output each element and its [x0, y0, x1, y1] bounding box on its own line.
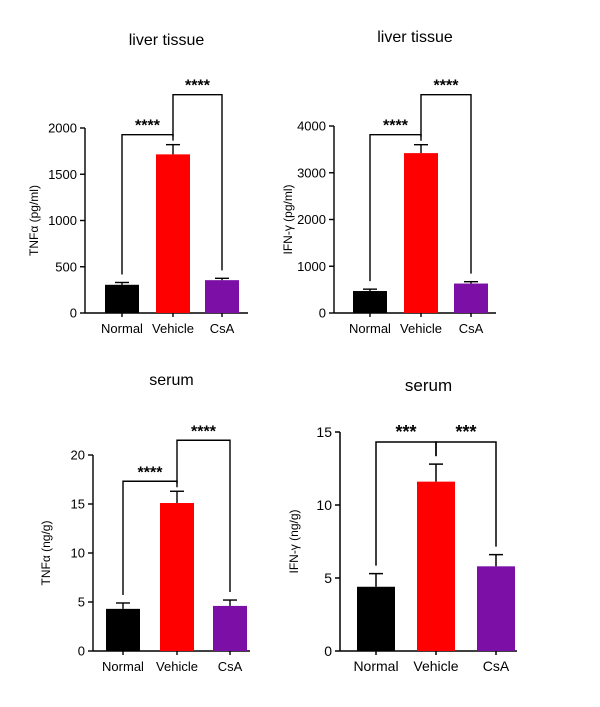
significance-bracket [420, 94, 472, 274]
bar-csa [454, 283, 488, 313]
y-axis-label: TNFα (pg/ml) [27, 185, 41, 256]
y-tick-label: 15 [71, 497, 85, 512]
significance-bracket [176, 439, 231, 593]
y-tick-label: 10 [316, 497, 332, 513]
chart-title: liver tissue [129, 32, 205, 49]
significance-label: **** [185, 78, 211, 95]
y-tick-label: 15 [316, 424, 332, 440]
significance-label: *** [455, 422, 476, 442]
significance-bracket [172, 93, 223, 271]
y-tick-label: 3000 [297, 165, 326, 180]
y-tick-label: 2000 [48, 121, 77, 136]
significance-bracket [369, 134, 422, 282]
y-tick-label: 1500 [48, 167, 77, 182]
bar-csa [205, 280, 239, 313]
y-tick-label: 500 [55, 259, 77, 274]
x-tick-label: CsA [210, 321, 235, 336]
chart-panel-4: serum IFN-γ (ng/g) 0 5 10 15 Normal Vehicle CsA *… [287, 376, 517, 674]
bar-csa [213, 605, 247, 651]
significance-label: *** [395, 422, 416, 442]
significance-label: **** [383, 118, 409, 135]
x-tick-label: Vehicle [413, 658, 458, 674]
y-axis-label: IFN-γ (ng/g) [287, 509, 301, 573]
significance-bracket [435, 441, 497, 547]
bar-vehicle [417, 481, 455, 651]
bar-vehicle [156, 154, 190, 313]
x-tick-label: Normal [101, 321, 143, 336]
significance-label: **** [434, 78, 460, 95]
y-axis-label: TNFα (ng/g) [39, 521, 53, 586]
bar-vehicle [404, 153, 438, 313]
y-tick-label: 0 [324, 643, 332, 659]
bar-csa [477, 566, 515, 651]
y-tick-label: 0 [319, 306, 326, 321]
x-tick-label: Normal [349, 321, 391, 336]
x-tick-label: Normal [102, 659, 144, 674]
chart-title: liver tissue [377, 29, 453, 46]
significance-bracket [121, 133, 174, 275]
x-tick-label: Vehicle [400, 321, 442, 336]
y-tick-label: 10 [71, 546, 85, 561]
y-tick-label: 0 [78, 644, 85, 659]
x-tick-label: Vehicle [156, 659, 198, 674]
bar-normal [105, 284, 139, 313]
x-tick-label: Vehicle [152, 321, 194, 336]
y-tick-label: 5 [324, 570, 332, 586]
chart-title: serum [149, 372, 193, 389]
chart-panel-1: liver tissue TNFα (pg/ml) 0 500 1000 1500 2000… [27, 32, 248, 336]
y-tick-label: 1000 [297, 259, 326, 274]
chart-panel-2: liver tissue IFN-γ (pg/ml) 0 1000 2000 3000 40… [281, 29, 496, 336]
bar-vehicle [160, 503, 194, 651]
y-tick-label: 2000 [297, 212, 326, 227]
bar-normal [106, 608, 140, 651]
significance-bracket [122, 480, 178, 595]
y-tick-label: 5 [78, 595, 85, 610]
y-tick-label: 4000 [297, 119, 326, 134]
x-tick-label: CsA [218, 659, 243, 674]
significance-label: **** [191, 423, 217, 440]
x-tick-label: CsA [459, 321, 484, 336]
y-axis-label: IFN-γ (pg/ml) [281, 185, 295, 255]
significance-label: **** [138, 464, 164, 481]
y-tick-label: 0 [70, 306, 77, 321]
chart-panel-3: serum TNFα (ng/g) 0 5 10 15 20 Normal Vehicle CsA… [39, 372, 250, 674]
bar-normal [357, 586, 395, 651]
bar-normal [353, 291, 387, 313]
y-tick-label: 20 [71, 448, 85, 463]
x-tick-label: Normal [353, 658, 398, 674]
chart-title: serum [405, 376, 452, 395]
y-tick-label: 1000 [48, 213, 77, 228]
x-tick-label: CsA [483, 658, 510, 674]
significance-label: **** [135, 118, 161, 135]
